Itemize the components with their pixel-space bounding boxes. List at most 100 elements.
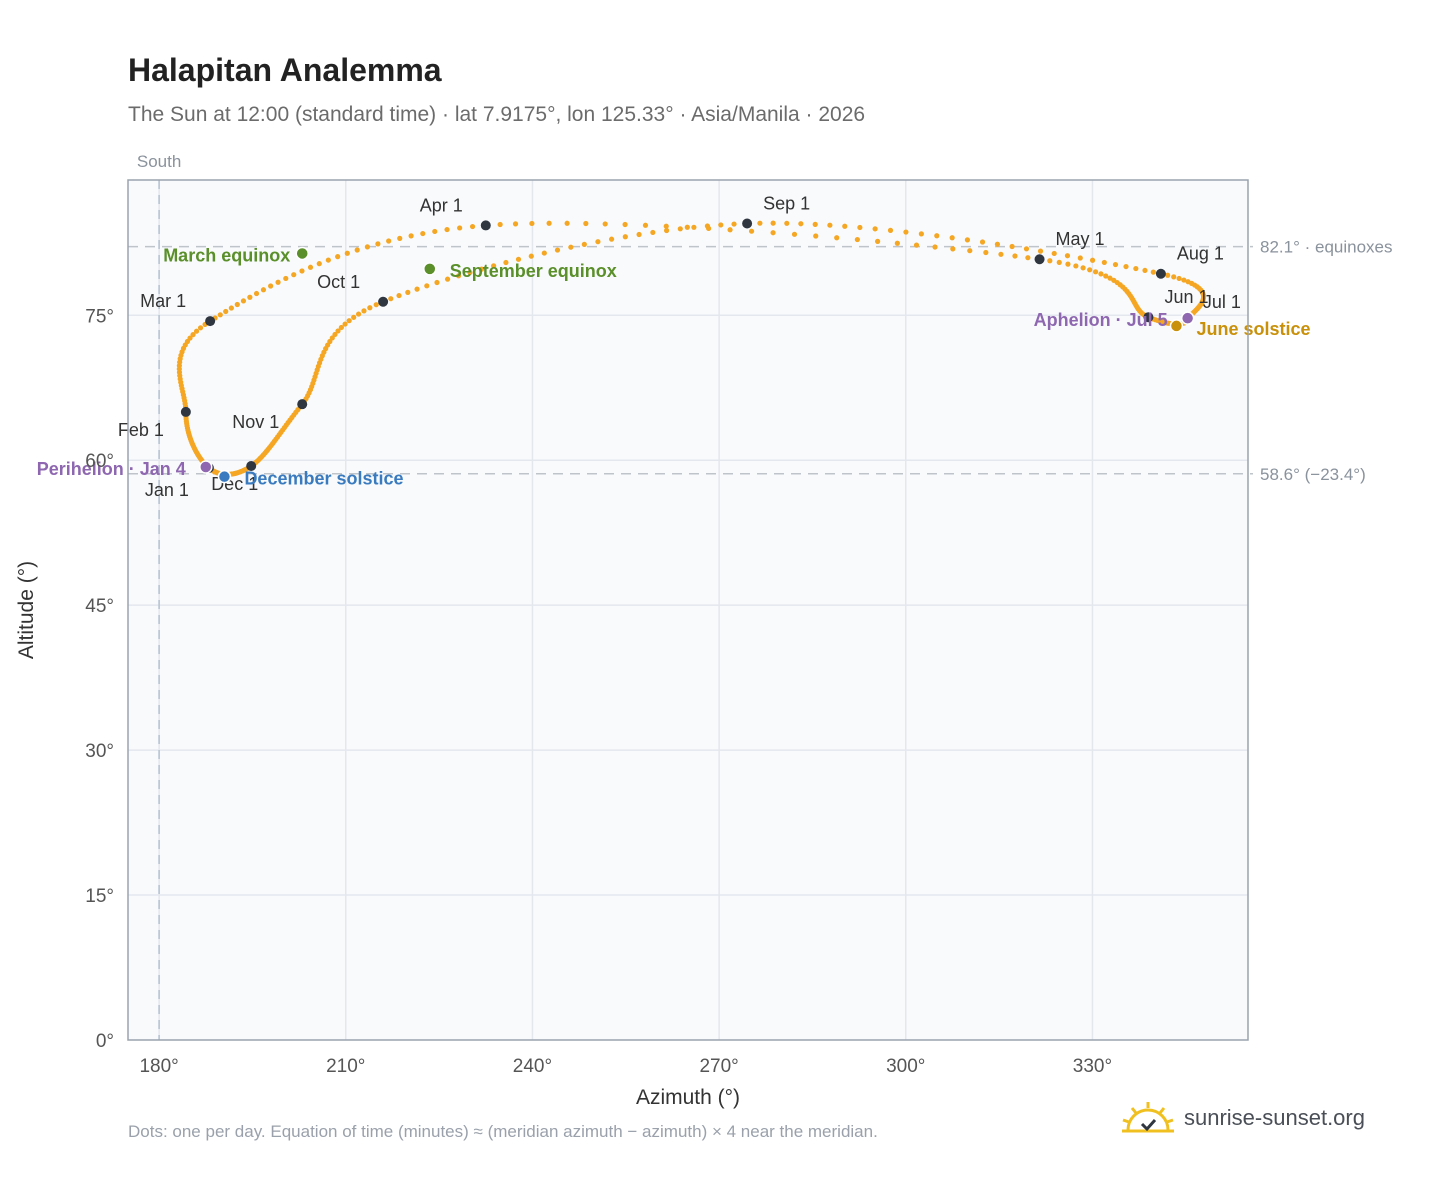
event-label: Aphelion · Jul 5 — [1034, 310, 1168, 330]
daily-sun-dot — [677, 226, 683, 232]
daily-sun-dot — [1023, 246, 1030, 252]
daily-sun-dot — [234, 301, 240, 308]
daily-sun-dot — [193, 328, 200, 334]
daily-sun-dot — [397, 235, 403, 241]
x-tick-label: 240° — [513, 1056, 552, 1077]
daily-sun-dot — [364, 244, 371, 250]
x-tick-label: 180° — [139, 1056, 178, 1077]
daily-sun-dot — [529, 220, 535, 227]
daily-sun-dot — [1093, 269, 1099, 275]
daily-sun-dot — [757, 220, 763, 226]
month-label: Nov 1 — [232, 412, 279, 432]
daily-sun-dot — [1133, 265, 1139, 272]
daily-sun-dot — [1080, 265, 1086, 271]
daily-sun-dot — [834, 235, 840, 241]
month-label: Sep 1 — [763, 193, 810, 213]
x-tick-label: 300° — [886, 1056, 925, 1077]
plot-frame — [127, 179, 1249, 1041]
daily-sun-dot — [444, 276, 451, 282]
daily-sun-dot — [994, 241, 1001, 247]
event-marker — [1169, 319, 1184, 333]
daily-sun-dot — [1181, 277, 1187, 283]
daily-sun-dot — [388, 296, 394, 302]
daily-sun-dot — [344, 250, 350, 256]
daily-sun-dot — [346, 318, 352, 324]
daily-sun-dot — [1064, 253, 1071, 259]
daily-sun-dot — [684, 224, 690, 230]
reference-line-label: 58.6° (−23.4°) — [1260, 465, 1366, 484]
event-marker — [295, 246, 309, 261]
daily-sun-dot — [983, 249, 989, 256]
daily-sun-dot — [979, 239, 986, 245]
grid-lines — [128, 180, 1248, 1040]
daily-sun-dot — [913, 242, 920, 248]
daily-sun-dot — [622, 234, 628, 240]
daily-sun-dot — [875, 238, 881, 244]
y-tick-label: 30° — [85, 741, 114, 762]
daily-sun-dot — [770, 220, 776, 226]
daily-sun-dot — [812, 221, 818, 227]
daily-sun-dot — [283, 275, 289, 282]
daily-sun-dot — [918, 231, 924, 237]
daily-sun-dot — [964, 237, 971, 243]
daily-sun-dot — [354, 247, 360, 253]
daily-sun-dot — [1073, 263, 1079, 269]
daily-sun-dot — [1009, 243, 1015, 250]
daily-sun-dot — [636, 231, 642, 238]
month-label: Apr 1 — [420, 195, 463, 215]
daily-sun-dot — [408, 233, 414, 239]
month-label: Oct 1 — [317, 272, 360, 292]
daily-sun-dot — [1012, 253, 1018, 259]
daily-sun-dot — [1056, 259, 1062, 266]
month-label: Jan 1 — [145, 480, 189, 500]
daily-sun-dot — [650, 229, 656, 236]
daily-sun-dot — [479, 266, 485, 272]
daily-sun-dot — [791, 231, 798, 237]
daily-sun-dot — [335, 254, 341, 260]
y-tick-label: 15° — [85, 886, 114, 907]
daily-sun-dot — [1171, 274, 1177, 280]
y-axis-label: Altitude (°) — [15, 561, 38, 659]
axes: 180° 210° 240° 270° 300° 330° 0° 15° 30° 45° 60° 75… — [15, 152, 1393, 1109]
daily-sun-dot — [1112, 261, 1119, 268]
daily-sun-dot — [420, 230, 426, 237]
month-marker — [180, 406, 191, 417]
month-marker — [742, 218, 753, 229]
daily-sun-dot — [386, 238, 392, 244]
daily-sun-dot — [541, 250, 547, 256]
daily-sun-dot — [770, 230, 776, 236]
daily-sun-dot — [903, 229, 909, 235]
y-tick-label: 0° — [96, 1031, 114, 1052]
daily-sun-dot — [602, 221, 608, 227]
daily-sun-dot — [197, 325, 204, 331]
daily-sun-dot — [595, 239, 601, 245]
month-label: Jul 1 — [1203, 292, 1241, 312]
daily-sun-dot — [187, 335, 193, 341]
daily-sun-dot — [332, 331, 338, 338]
daily-sun-dot — [260, 287, 267, 293]
daily-sun-dot — [554, 247, 561, 253]
daily-sun-dot — [457, 225, 463, 231]
daily-sun-dot — [827, 222, 833, 228]
daily-sun-dot — [228, 305, 234, 311]
brand-label: sunrise-sunset.org — [1184, 1105, 1365, 1130]
daily-sun-dot — [1077, 255, 1083, 261]
event-label: June solstice — [1196, 319, 1310, 339]
daily-sun-dot — [1087, 267, 1093, 273]
month-marker — [1155, 268, 1166, 279]
month-label: Feb 1 — [118, 420, 164, 440]
daily-sun-dot — [1089, 257, 1096, 263]
reference-line-label: 82.1° · equinoxes — [1260, 238, 1393, 257]
daily-sun-dot — [872, 226, 878, 232]
chart-title: Halapitan Analemma — [128, 52, 442, 88]
daily-sun-dot — [455, 273, 462, 279]
daily-sun-dot — [491, 263, 497, 269]
daily-sun-dot — [663, 223, 669, 229]
brand[interactable]: sunrise-sunset.org — [1120, 1100, 1365, 1136]
daily-sun-dot — [1123, 263, 1129, 270]
month-marker — [205, 316, 216, 327]
daily-sun-dot — [307, 264, 314, 270]
event-marker — [217, 469, 232, 484]
daily-sun-dot — [798, 221, 804, 227]
